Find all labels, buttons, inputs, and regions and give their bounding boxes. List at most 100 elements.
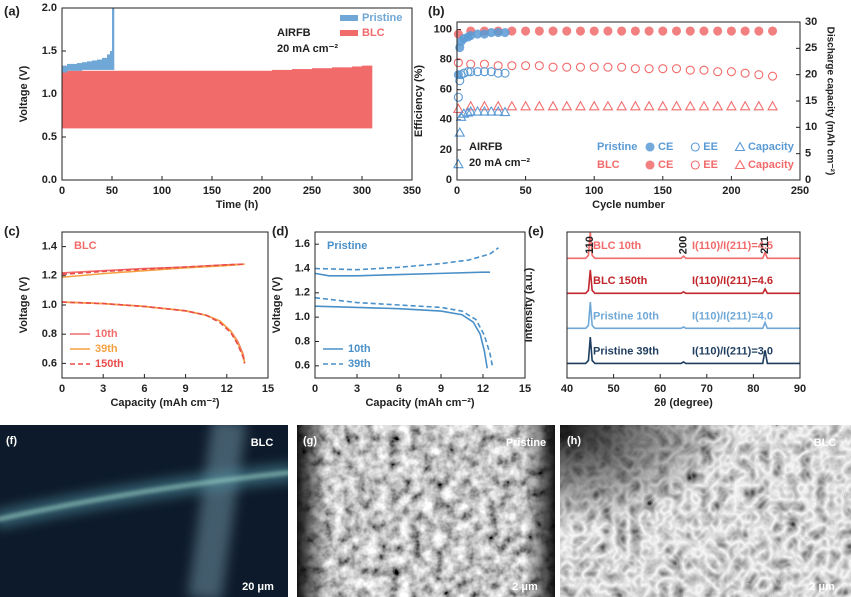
legend-marker bbox=[645, 160, 655, 170]
data-line bbox=[314, 271, 490, 369]
data-point bbox=[575, 26, 586, 36]
y-tick-label: 1.4 bbox=[42, 241, 58, 253]
data-point bbox=[562, 26, 572, 36]
voltage-band bbox=[352, 66, 363, 129]
data-point bbox=[493, 61, 503, 71]
x-tick-label: 70 bbox=[701, 383, 713, 395]
data-point bbox=[458, 108, 470, 118]
ratio-label: I(110)/I(211)=4.0 bbox=[692, 310, 773, 322]
y2-tick-label: 10 bbox=[805, 121, 817, 133]
voltage-band bbox=[212, 70, 223, 129]
voltage-band bbox=[367, 65, 373, 129]
voltage-band bbox=[62, 70, 73, 129]
x-tick-label: 100 bbox=[153, 185, 171, 197]
data-point bbox=[466, 59, 476, 69]
legend-group: Pristine bbox=[597, 141, 637, 153]
data-line bbox=[567, 269, 800, 295]
panel-label: (b) bbox=[428, 3, 445, 18]
annotation: AIRFB bbox=[277, 27, 311, 39]
voltage-band bbox=[82, 70, 93, 129]
data-point bbox=[492, 105, 504, 116]
series-label: BLC 150th bbox=[593, 275, 648, 287]
panel-label: (g) bbox=[303, 435, 317, 447]
y-tick-label: 1.4 bbox=[295, 262, 311, 274]
data-point bbox=[548, 62, 558, 72]
legend-label: BLC bbox=[362, 27, 385, 39]
x-tick-label: 100 bbox=[585, 185, 603, 197]
data-point bbox=[472, 105, 484, 116]
y2-tick-label: 0 bbox=[805, 174, 811, 186]
peak-label: 211 bbox=[759, 236, 771, 254]
y-tick-label: 0.6 bbox=[295, 360, 310, 372]
voltage-band bbox=[62, 65, 68, 73]
x-tick-label: 0 bbox=[454, 185, 460, 197]
y-tick-label: 1.0 bbox=[295, 311, 310, 323]
plot-frame bbox=[314, 231, 526, 379]
voltage-band bbox=[72, 63, 78, 71]
data-point bbox=[712, 100, 724, 111]
data-point bbox=[500, 68, 510, 78]
data-point bbox=[453, 58, 463, 68]
voltage-band bbox=[302, 69, 313, 129]
voltage-band bbox=[242, 70, 253, 129]
voltage-band bbox=[112, 70, 123, 129]
x-tick-label: 0 bbox=[59, 383, 65, 395]
x-tick-label: 15 bbox=[519, 383, 531, 395]
panel-label: (h) bbox=[567, 435, 581, 447]
y2-tick-label: 5 bbox=[805, 148, 811, 160]
plot-frame bbox=[61, 231, 269, 379]
x-tick-label: 350 bbox=[403, 185, 421, 197]
data-point bbox=[657, 100, 669, 111]
y-tick-label: 1.5 bbox=[42, 45, 57, 57]
voltage-band bbox=[162, 70, 173, 129]
data-point bbox=[726, 67, 736, 77]
y-tick-label: 0.5 bbox=[42, 131, 57, 143]
voltage-band bbox=[152, 70, 163, 129]
annotation: AIRFB bbox=[469, 141, 503, 153]
x-tick-label: 200 bbox=[253, 185, 271, 197]
legend-marker bbox=[690, 142, 700, 152]
y-tick-label: 1.2 bbox=[42, 270, 57, 282]
voltage-band bbox=[92, 60, 98, 70]
voltage-band bbox=[282, 69, 293, 129]
x-axis-title: Capacity (mAh cm⁻²) bbox=[110, 397, 219, 409]
x-tick-label: 40 bbox=[561, 383, 573, 395]
legend-label: EE bbox=[703, 141, 718, 153]
y-tick-label: 20 bbox=[440, 144, 452, 156]
data-point bbox=[698, 100, 710, 111]
panel-label: (c) bbox=[4, 223, 20, 238]
data-point bbox=[478, 100, 490, 111]
legend-label: EE bbox=[703, 159, 718, 171]
voltage-band bbox=[292, 69, 303, 129]
voltage-band bbox=[182, 70, 193, 129]
series-label: Pristine 10th bbox=[593, 310, 659, 322]
y-tick-label: 1.0 bbox=[42, 88, 57, 100]
plot-frame bbox=[456, 21, 801, 181]
data-point bbox=[465, 105, 477, 116]
fiber-vertical bbox=[187, 425, 247, 597]
voltage-band bbox=[97, 59, 103, 70]
voltage-band bbox=[67, 63, 73, 71]
data-point bbox=[643, 100, 655, 111]
x-tick-label: 250 bbox=[303, 185, 321, 197]
voltage-band bbox=[92, 70, 103, 129]
panel-label: (a) bbox=[4, 3, 20, 18]
x-tick-label: 9 bbox=[183, 383, 189, 395]
ratio-label: I(110)/I(211)=4.5 bbox=[692, 240, 773, 252]
x-tick-label: 0 bbox=[312, 383, 318, 395]
sem-shadow bbox=[560, 425, 851, 597]
legend-label: Pristine bbox=[362, 12, 402, 24]
voltage-band bbox=[107, 54, 111, 70]
voltage-band bbox=[252, 70, 263, 129]
data-point bbox=[534, 61, 544, 71]
x-tick-label: 50 bbox=[106, 185, 118, 197]
y-tick-label: 0.0 bbox=[42, 174, 57, 186]
legend-group: BLC bbox=[597, 159, 620, 171]
x-tick-label: 0 bbox=[59, 185, 65, 197]
legend-label: Capacity bbox=[748, 159, 795, 171]
series-label: Pristine 39th bbox=[593, 345, 659, 357]
plot-frame bbox=[61, 7, 413, 181]
image-label: Pristine bbox=[506, 437, 546, 449]
data-point bbox=[459, 68, 469, 78]
data-point bbox=[533, 100, 545, 111]
